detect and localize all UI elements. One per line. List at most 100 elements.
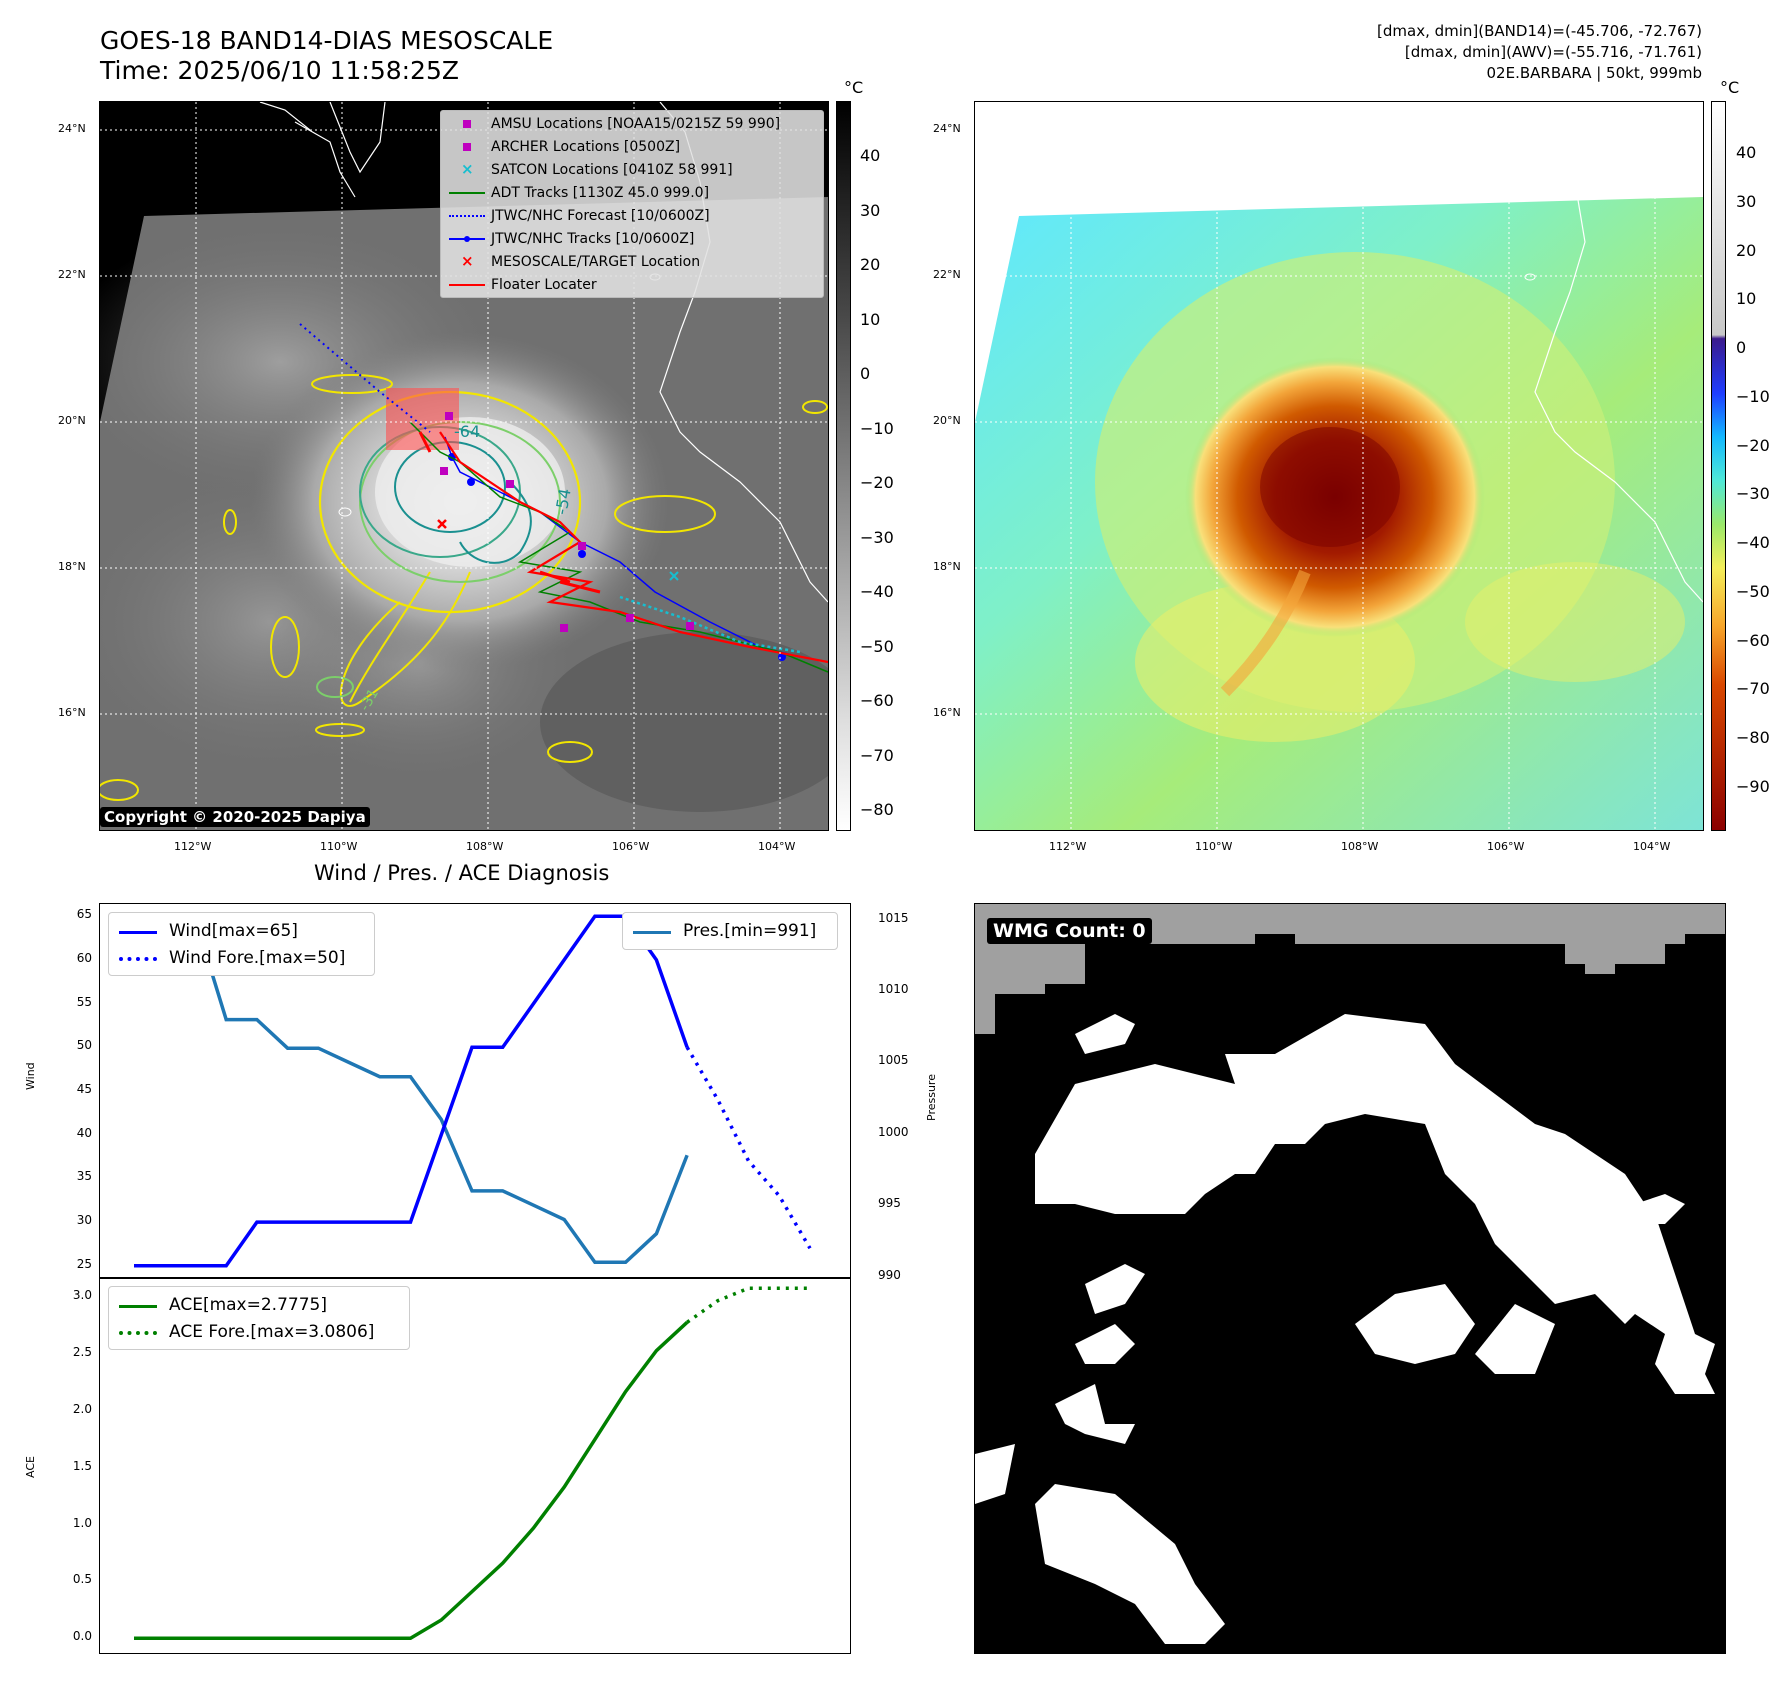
- legend-item-forecast: JTWC/NHC Forecast [10/0600Z]: [447, 205, 710, 227]
- colorbar-tick: −10: [860, 418, 894, 438]
- lon-label: 110°W: [1195, 840, 1233, 853]
- pressure-legend: Pres.[min=991]: [622, 912, 838, 950]
- line-marker-icon: [449, 192, 485, 194]
- ace-tick: 1.0: [72, 1515, 92, 1530]
- legend-label: Floater Locater: [491, 277, 597, 293]
- solid-line-icon: [119, 931, 157, 934]
- storm-info: 02E.BARBARA | 50kt, 999mb: [1486, 64, 1702, 82]
- solid-line-icon: [119, 1305, 157, 1308]
- wmg-panel: WMG Count: 0: [974, 903, 1726, 1654]
- awv-map: [974, 101, 1704, 831]
- legend-label: JTWC/NHC Tracks [10/0600Z]: [491, 231, 695, 247]
- lat-label: 20°N: [933, 414, 961, 427]
- wind-tick: 35: [76, 1169, 92, 1184]
- pressure-tick: 1010: [878, 982, 909, 997]
- wind-legend: Wind[max=65] Wind Fore.[max=50]: [108, 912, 375, 976]
- wind-tick: 65: [76, 907, 92, 922]
- colorbar-tick: 40: [1736, 143, 1757, 162]
- dotted-line-icon: [119, 1331, 157, 1335]
- colorbar-tick: −80: [1736, 728, 1770, 748]
- x-marker-icon: ×: [461, 252, 474, 270]
- lon-label: 108°W: [466, 840, 504, 853]
- x-marker-icon: ×: [461, 160, 474, 178]
- wind-pressure-panel: Wind[max=65] Wind Fore.[max=50] Pres.[mi…: [99, 903, 851, 1279]
- legend-label: MESOSCALE/TARGET Location: [491, 254, 701, 270]
- ace-legend: ACE[max=2.7775] ACE Fore.[max=3.0806]: [108, 1286, 410, 1350]
- ace-tick: 2.0: [72, 1401, 92, 1416]
- dotted-line-icon: [119, 957, 157, 961]
- wind-ylabel: Wind: [24, 1062, 37, 1090]
- lon-label: 106°W: [612, 840, 650, 853]
- dot-marker-icon: [464, 236, 470, 242]
- colorbar-tick: −30: [1736, 484, 1770, 504]
- lat-label: 24°N: [933, 122, 961, 135]
- wind-tick: 25: [76, 1256, 92, 1271]
- colorbar-tick: −40: [860, 582, 894, 601]
- legend-item-floater: Floater Locater: [447, 274, 597, 296]
- figure-title: GOES-18 BAND14-DIAS MESOSCALE: [100, 26, 554, 55]
- lat-label: 16°N: [933, 706, 961, 719]
- ace-tick: 0.0: [72, 1629, 92, 1644]
- colorbar-tick: −30: [860, 527, 894, 547]
- awv-map-image: [975, 102, 1703, 830]
- legend-item-satcon: × SATCON Locations [0410Z 58 991]: [447, 159, 733, 181]
- ace-ylabel: ACE: [24, 1456, 37, 1478]
- colorbar-tick: −20: [1736, 435, 1770, 455]
- colorbar-tick: −10: [1736, 386, 1770, 406]
- ace-panel: ACE[max=2.7775] ACE Fore.[max=3.0806]: [99, 1277, 851, 1654]
- dmax-band14-info: [dmax, dmin](BAND14)=(-45.706, -72.767): [1377, 22, 1702, 40]
- ace-plot: [134, 1286, 810, 1640]
- lon-label: 112°W: [174, 840, 212, 853]
- lat-label: 22°N: [933, 268, 961, 281]
- wind-tick: 55: [76, 994, 92, 1009]
- ace-forecast-line: [686, 1286, 810, 1324]
- lat-label: 16°N: [58, 706, 86, 719]
- wind-pressure-plot: [134, 914, 812, 1268]
- pressure-tick: 995: [878, 1196, 901, 1211]
- ace-tick: 1.5: [72, 1458, 92, 1473]
- lon-label: 104°W: [758, 840, 796, 853]
- dmax-awv-info: [dmax, dmin](AWV)=(-55.716, -71.761): [1404, 43, 1702, 61]
- ace-fore-legend-label: ACE Fore.[max=3.0806]: [169, 1322, 375, 1342]
- ace-line: [134, 1321, 689, 1640]
- lon-label: 110°W: [320, 840, 358, 853]
- colorbar-tick: −70: [1736, 679, 1770, 699]
- colorbar-tick: −50: [860, 636, 894, 656]
- wind-legend-label: Wind[max=65]: [169, 921, 298, 941]
- pressure-ylabel: Pressure: [925, 1074, 938, 1121]
- legend-item-archer: ARCHER Locations [0500Z]: [447, 136, 680, 158]
- wmg-count-label: WMG Count: 0: [987, 918, 1152, 944]
- wind-tick: 50: [76, 1038, 92, 1053]
- colorbar-tick: 40: [860, 146, 881, 165]
- legend-label: ADT Tracks [1130Z 45.0 999.0]: [491, 185, 710, 201]
- colorbar-unit: °C: [1720, 78, 1740, 97]
- line-marker-icon: [449, 284, 485, 286]
- pressure-tick: 1015: [878, 910, 909, 925]
- wind-tick: 45: [76, 1082, 92, 1096]
- colorbar-tick: −50: [1736, 581, 1770, 601]
- pressure-line: [134, 917, 689, 1265]
- wind-forecast-line: [685, 1046, 812, 1250]
- colorbar-tick: −60: [860, 691, 894, 710]
- colorbar-tick: 20: [1736, 240, 1757, 260]
- colorbar-tick: 20: [860, 255, 881, 274]
- wind-tick: 40: [76, 1125, 92, 1140]
- map-legend: AMSU Locations [NOAA15/0215Z 59 990] ARC…: [440, 110, 824, 298]
- legend-item-adt: ADT Tracks [1130Z 45.0 999.0]: [447, 182, 709, 204]
- lon-label: 104°W: [1633, 840, 1671, 853]
- solid-line-icon: [633, 931, 671, 934]
- colorbar-tick: 30: [860, 200, 881, 220]
- colorbar-tick: 10: [860, 309, 881, 329]
- lat-label: 22°N: [58, 268, 86, 281]
- legend-label: JTWC/NHC Forecast [10/0600Z]: [491, 208, 710, 224]
- wmg-mask-image: [975, 904, 1725, 1644]
- copyright-label: Copyright © 2020-2025 Dapiya: [100, 807, 370, 827]
- square-marker-icon: [463, 143, 471, 151]
- wind-tick: 30: [76, 1213, 92, 1228]
- colorbar-unit: °C: [844, 78, 864, 97]
- contour-label-64: -64: [454, 422, 481, 441]
- lon-label: 112°W: [1049, 840, 1087, 853]
- legend-label: AMSU Locations [NOAA15/0215Z 59 990]: [491, 116, 781, 132]
- band14-colorbar: [836, 101, 851, 831]
- ace-tick: 3.0: [72, 1288, 92, 1303]
